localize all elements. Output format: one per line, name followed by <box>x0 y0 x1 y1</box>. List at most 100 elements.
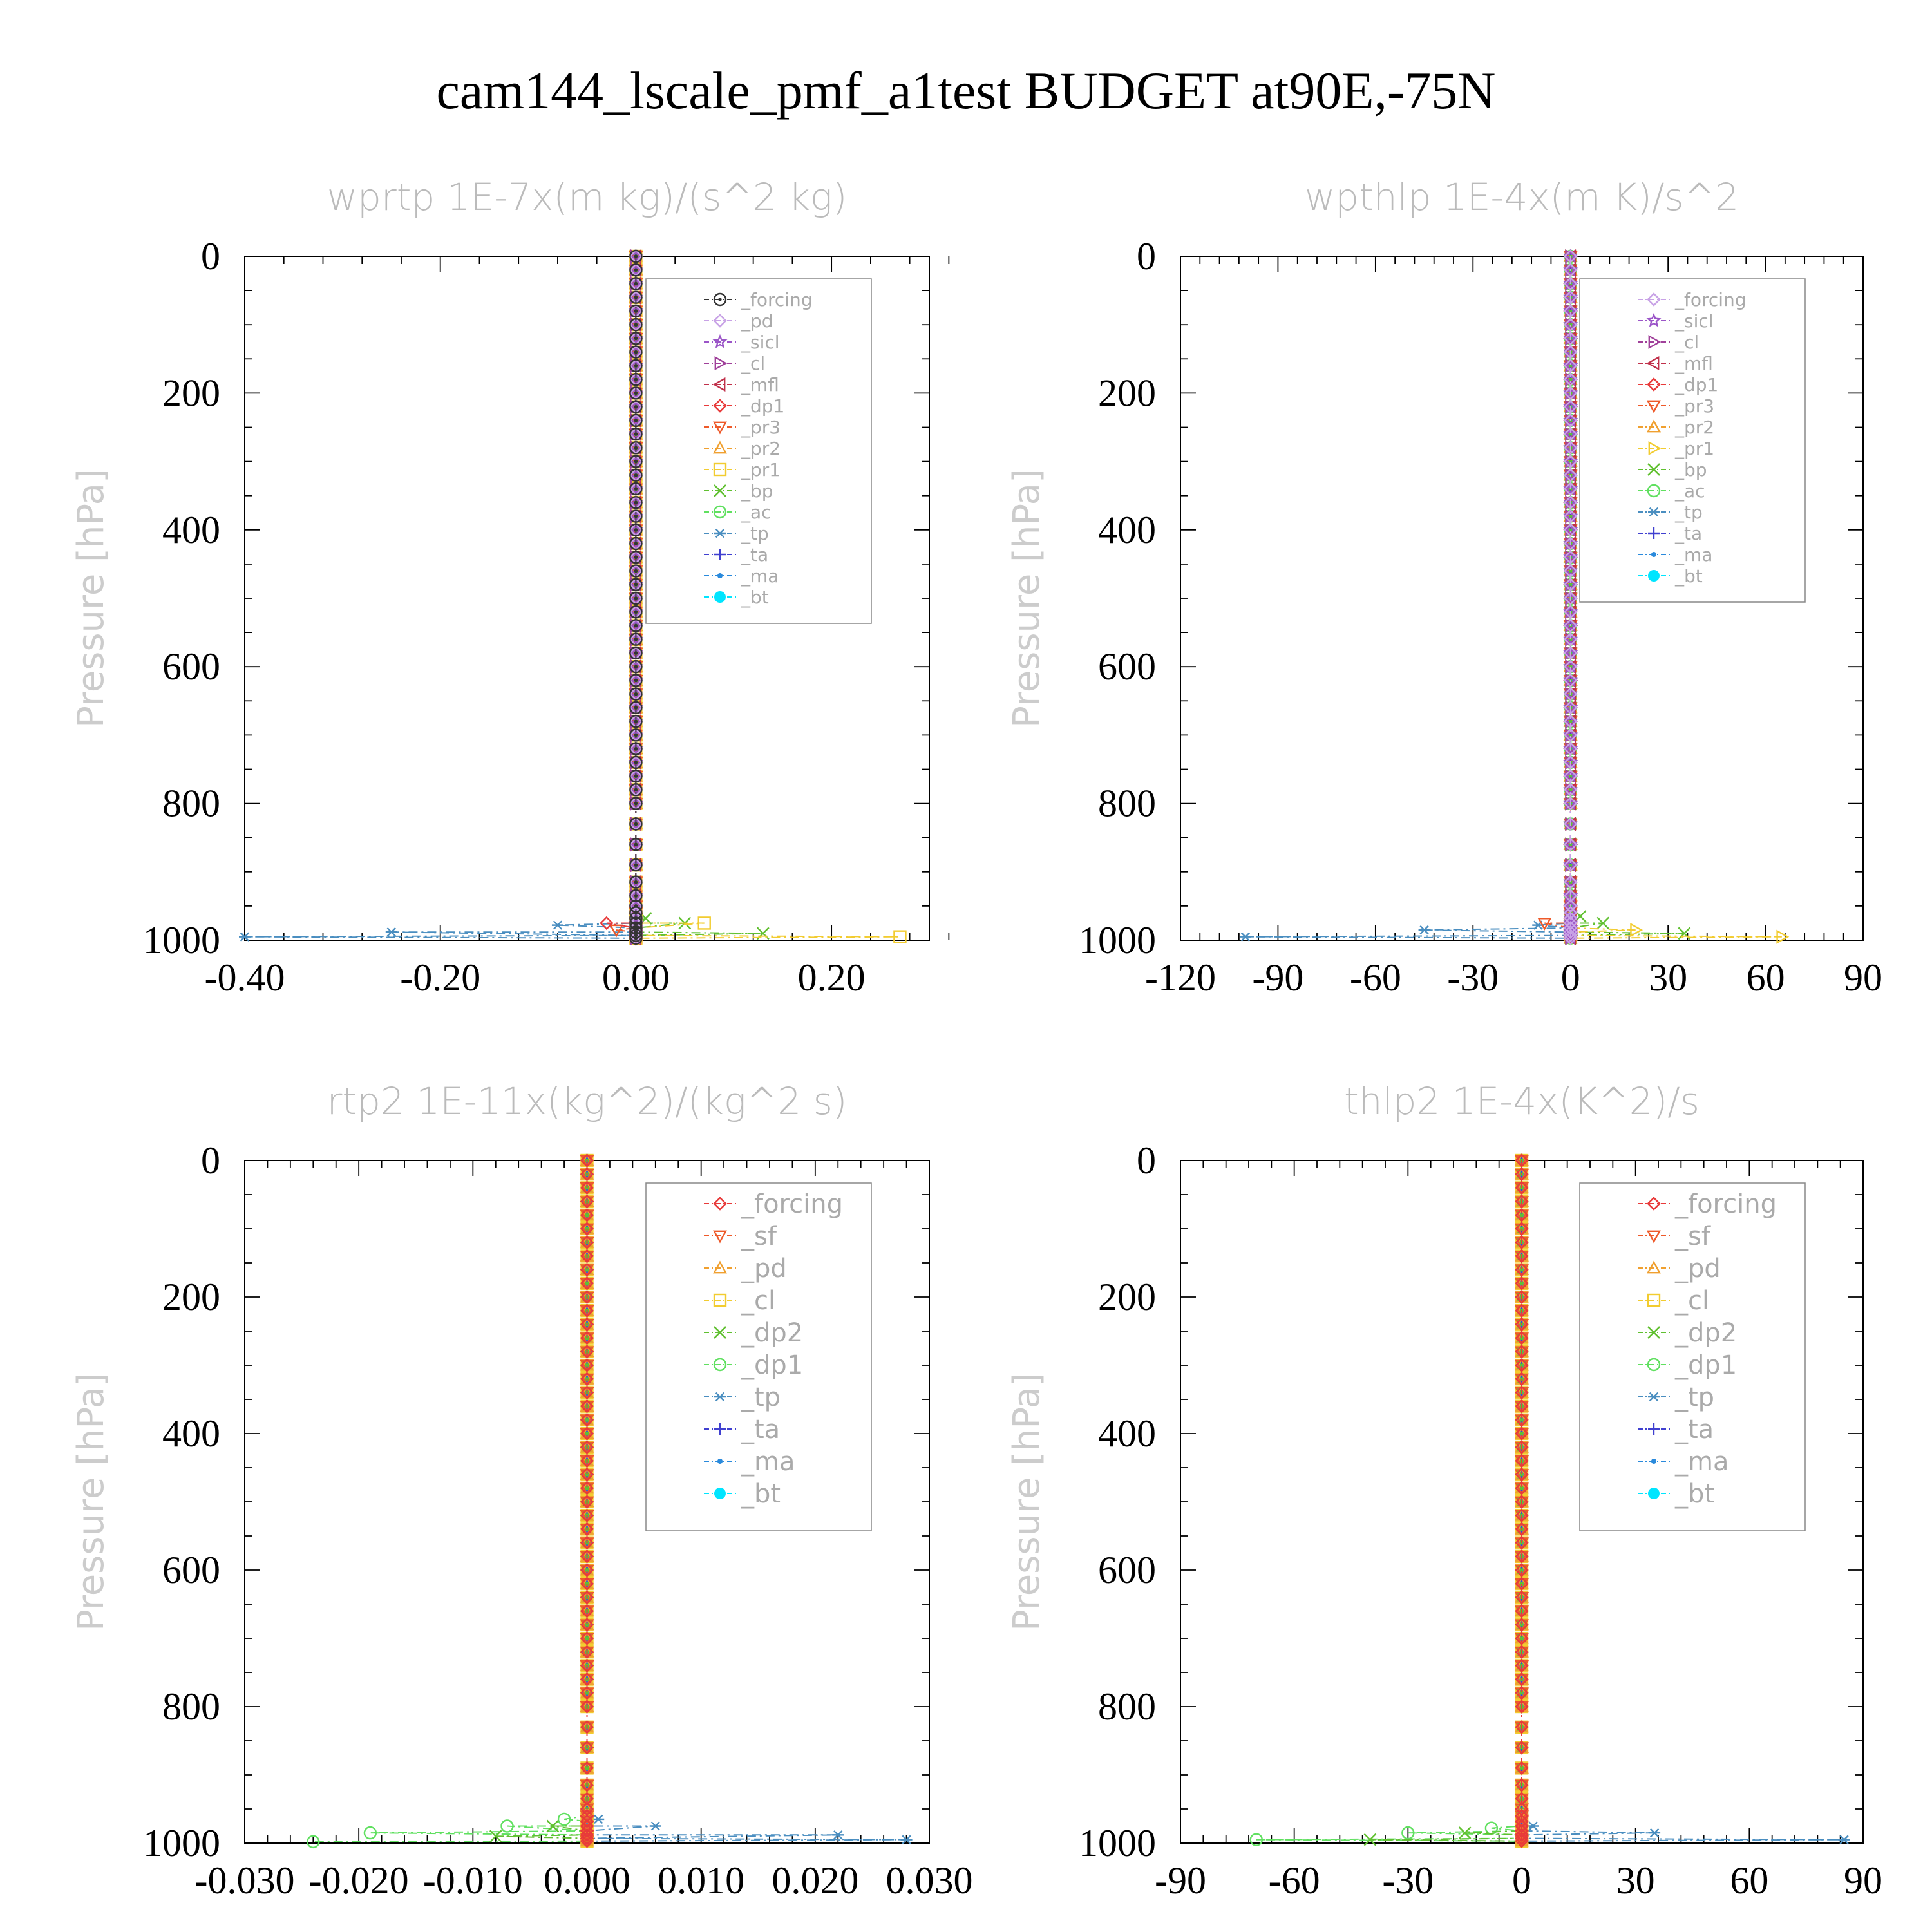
x-tick-label: 30 <box>1649 956 1687 999</box>
data-point <box>1515 1180 1529 1195</box>
legend-marker <box>712 1260 728 1274</box>
data-point <box>580 1454 594 1468</box>
legend-label: _mfl <box>1674 353 1713 374</box>
legend-item-dp1: _dp1 <box>704 395 784 417</box>
y-tick-label: 1000 <box>143 919 220 961</box>
data-point <box>629 578 643 591</box>
data-point <box>580 1318 594 1332</box>
data-point <box>580 1660 594 1673</box>
data-point <box>629 875 643 889</box>
data-point <box>1515 1495 1529 1509</box>
legend-marker <box>1646 1230 1662 1244</box>
data-point <box>1564 605 1578 619</box>
legend-label: _cl <box>741 353 765 374</box>
legend-marker <box>1648 1392 1660 1402</box>
data-point <box>307 1835 320 1849</box>
data-point <box>580 1605 594 1619</box>
legend-marker <box>714 549 726 560</box>
legend-marker <box>1648 334 1662 350</box>
data-point <box>1514 1551 1530 1564</box>
data-point <box>1515 1399 1529 1414</box>
legend-label: _ma <box>1674 1447 1728 1477</box>
legend-item-forcing: _forcing <box>704 1189 843 1219</box>
data-point <box>629 551 643 564</box>
data-point <box>1515 1535 1529 1550</box>
legend-label: _forcing <box>1674 1189 1777 1219</box>
legend-label: _sicl <box>1674 310 1714 332</box>
y-tick-label: 1000 <box>143 1822 220 1864</box>
data-point <box>580 1761 594 1776</box>
legend: _forcing _sf _pd _cl_dp2_dp1 _tp _ta _ma_bt <box>645 1182 872 1531</box>
legend-item-bt: _bt <box>1638 1479 1714 1509</box>
data-point <box>363 1826 377 1840</box>
data-point <box>1564 509 1578 524</box>
legend-label: _ta <box>741 1415 780 1444</box>
y-tick-label: 0 <box>1137 1139 1156 1182</box>
data-point <box>1515 1549 1529 1564</box>
legend-label: _tp <box>1674 1383 1714 1412</box>
data-point <box>1514 1619 1530 1633</box>
x-tick-label: -30 <box>1447 956 1499 999</box>
data-point <box>1458 1826 1472 1839</box>
data-point <box>580 1619 594 1633</box>
legend-marker <box>1647 377 1661 392</box>
data-point <box>629 290 643 304</box>
x-tick-label: -60 <box>1350 956 1401 999</box>
legend-marker <box>1647 484 1661 498</box>
data-point <box>489 1830 502 1843</box>
legend-item-cl: _cl <box>1638 1286 1709 1316</box>
data-point <box>629 714 643 728</box>
legend-item-sf: _sf <box>704 1222 777 1251</box>
legend-item-ta: _ta <box>1638 1415 1714 1444</box>
legend-label: _ac <box>741 502 772 523</box>
data-point <box>592 1814 605 1824</box>
data-point <box>580 1399 594 1414</box>
data-point <box>1515 1808 1529 1823</box>
data-point <box>1564 249 1578 263</box>
data-point <box>1515 1658 1529 1673</box>
data-point <box>580 1413 594 1427</box>
legend-label: _pd <box>741 310 773 332</box>
data-point <box>629 755 643 770</box>
x-tick-label: 0.20 <box>798 956 866 999</box>
data-point <box>1564 386 1578 401</box>
data-point <box>1515 1563 1529 1577</box>
data-point <box>1514 1469 1530 1482</box>
data-point <box>580 1495 594 1509</box>
y-tick-label: 1000 <box>1079 1822 1156 1864</box>
data-point <box>1514 1660 1530 1673</box>
legend: _forcing _sf _pd _cl_dp2_dp1 _tp _ta _ma_bt <box>1579 1182 1806 1531</box>
data-point <box>1564 399 1578 414</box>
legend-marker <box>1648 527 1660 539</box>
legend-marker <box>1648 440 1662 456</box>
legend-label: _dp1 <box>1674 374 1718 395</box>
data-point <box>580 1535 594 1550</box>
legend-label: _dp1 <box>741 395 784 417</box>
legend-label: _bt <box>1674 1479 1714 1509</box>
legend-box <box>645 1182 872 1531</box>
data-point <box>1564 331 1578 346</box>
data-point <box>1515 1235 1529 1249</box>
data-point <box>1515 1645 1529 1659</box>
data-point <box>1515 1440 1529 1454</box>
data-point <box>580 1720 594 1734</box>
series-line <box>1245 256 1571 939</box>
data-point <box>1596 916 1610 930</box>
data-point <box>1564 290 1578 305</box>
data-point <box>629 838 643 851</box>
legend-marker <box>714 355 728 371</box>
legend-marker <box>714 1488 726 1499</box>
legend-label: _ma <box>741 1447 795 1477</box>
data-point <box>580 1686 594 1700</box>
legend-label: _bp <box>1674 459 1707 480</box>
legend-item-pd: _pd <box>704 1254 787 1283</box>
data-point <box>629 783 643 797</box>
legend-label: _ta <box>1674 1415 1714 1444</box>
data-point <box>1564 482 1578 496</box>
data-point <box>1514 1155 1530 1168</box>
data-point <box>580 1290 594 1304</box>
legend-marker <box>712 334 728 348</box>
legend-marker <box>717 1458 723 1464</box>
legend: _forcing_sicl_cl_mfl_dp1_pr3_pr2_pr1_bp_… <box>1579 278 1806 603</box>
